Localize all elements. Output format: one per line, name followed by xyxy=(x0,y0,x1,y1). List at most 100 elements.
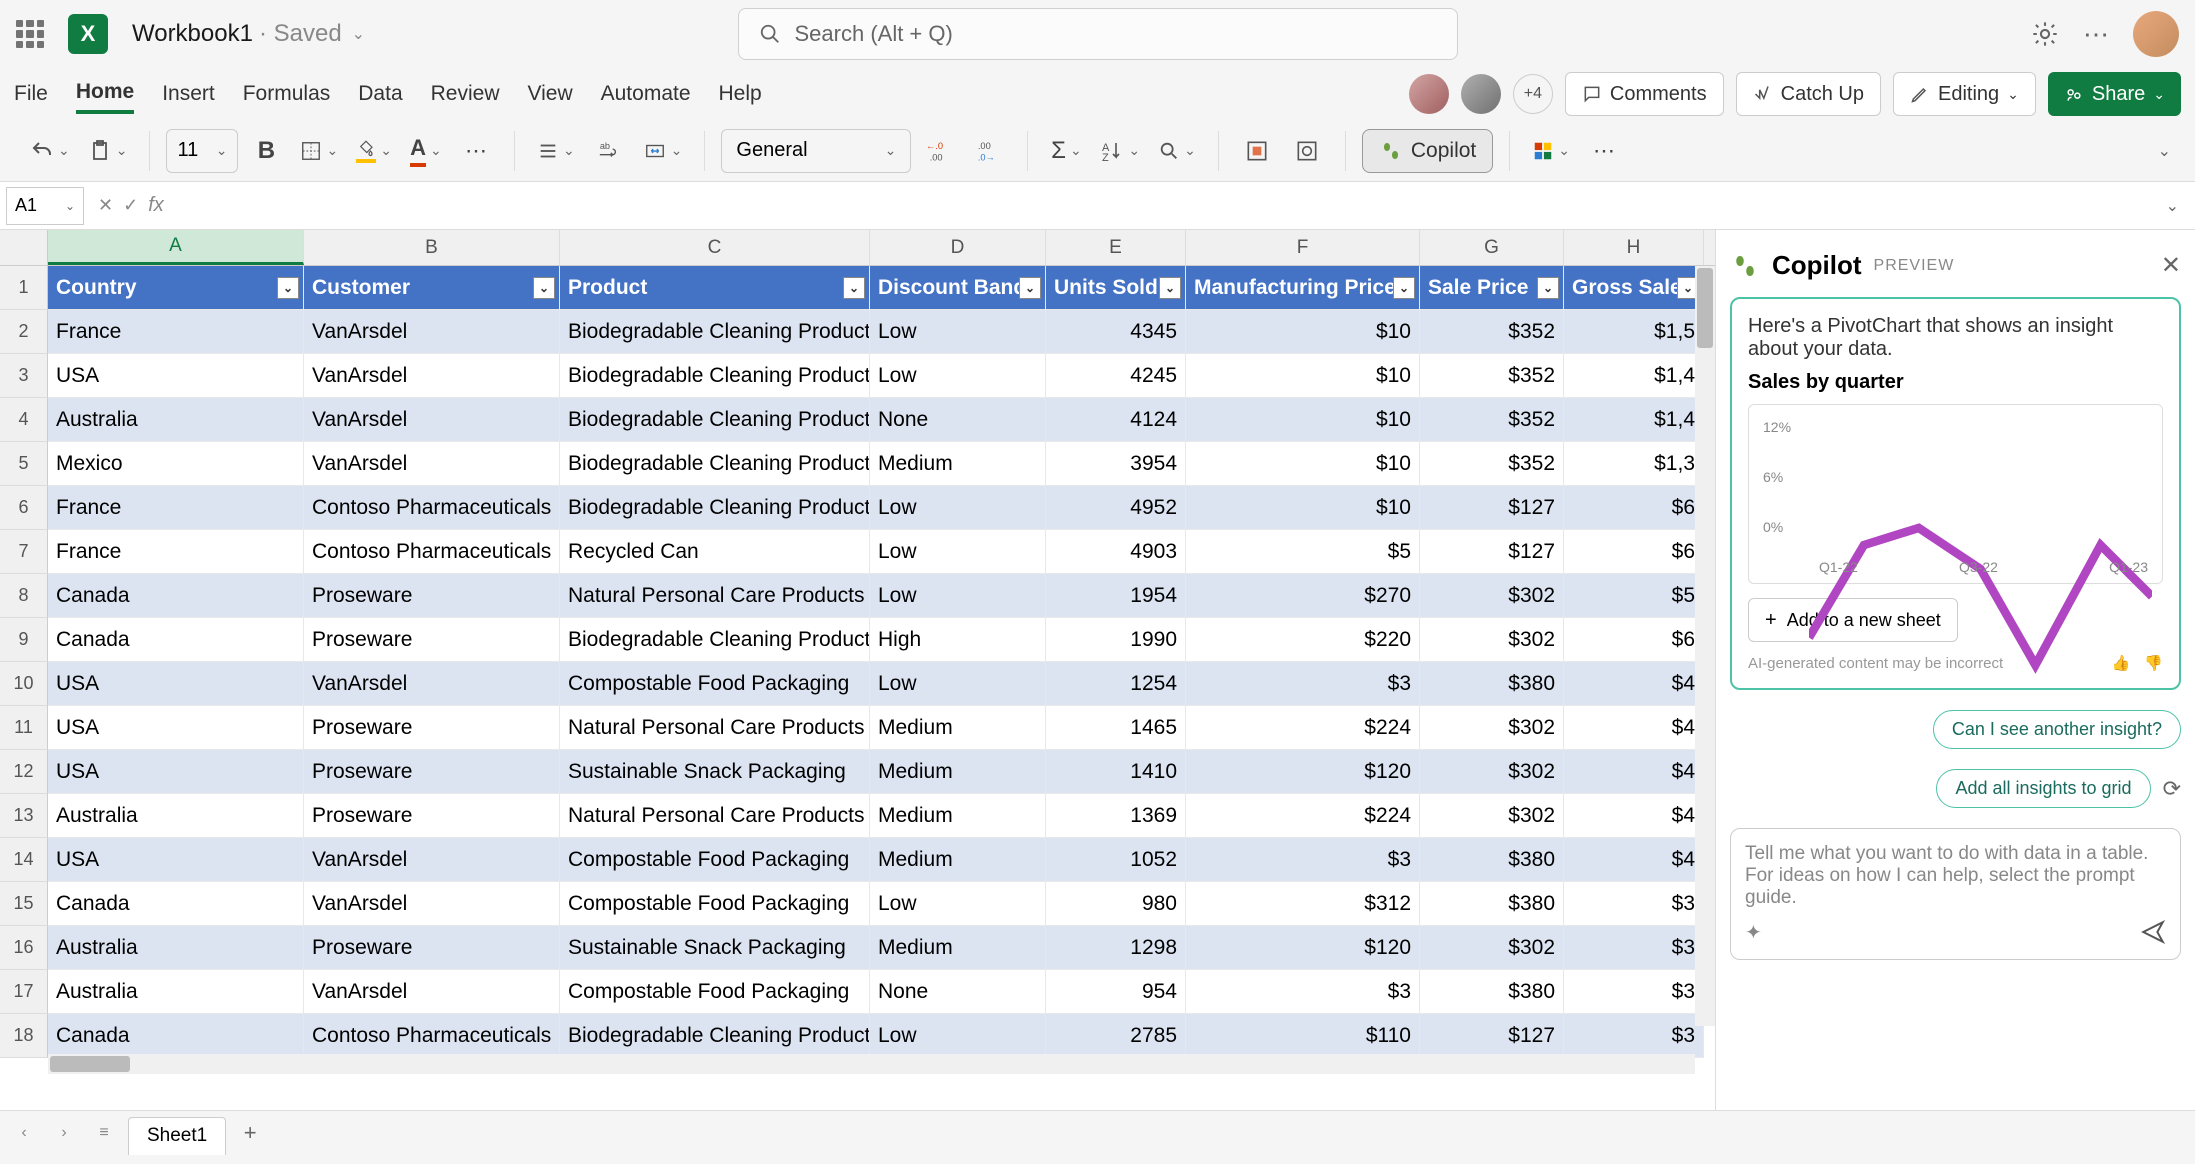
cell[interactable]: Medium xyxy=(870,750,1046,794)
comments-button[interactable]: Comments xyxy=(1565,72,1724,116)
cell[interactable]: Biodegradable Cleaning Products xyxy=(560,486,870,530)
cell[interactable]: Proseware xyxy=(304,926,560,970)
column-header[interactable]: A xyxy=(48,230,304,265)
row-header[interactable]: 8 xyxy=(0,574,48,618)
title-dropdown-icon[interactable]: ⌄ xyxy=(352,24,365,44)
search-input[interactable]: Search (Alt + Q) xyxy=(738,8,1458,60)
cell[interactable]: Contoso Pharmaceuticals xyxy=(304,486,560,530)
editing-button[interactable]: Editing ⌄ xyxy=(1893,72,2036,116)
cell[interactable]: Contoso Pharmaceuticals xyxy=(304,1014,560,1058)
cell[interactable]: VanArsdel xyxy=(304,882,560,926)
cell[interactable]: $380 xyxy=(1420,970,1564,1014)
cell[interactable]: 4124 xyxy=(1046,398,1186,442)
cell[interactable]: 1410 xyxy=(1046,750,1186,794)
cells-button[interactable] xyxy=(1526,129,1576,173)
cell[interactable]: None xyxy=(870,398,1046,442)
user-avatar[interactable] xyxy=(2133,11,2179,57)
cell[interactable]: Low xyxy=(870,530,1046,574)
cell[interactable]: $302 xyxy=(1420,706,1564,750)
cell[interactable]: Biodegradable Cleaning Products xyxy=(560,398,870,442)
row-header[interactable]: 1 xyxy=(0,266,48,310)
cell[interactable]: $352 xyxy=(1420,398,1564,442)
filter-icon[interactable]: ⌄ xyxy=(533,277,555,299)
cell[interactable]: $312 xyxy=(1186,882,1420,926)
cell[interactable]: $4 xyxy=(1564,750,1704,794)
cell[interactable]: $4 xyxy=(1564,662,1704,706)
row-header[interactable]: 9 xyxy=(0,618,48,662)
wraptext-button[interactable]: ab xyxy=(587,129,631,173)
cell[interactable]: Mexico xyxy=(48,442,304,486)
settings-icon[interactable] xyxy=(2031,20,2059,48)
catchup-button[interactable]: Catch Up xyxy=(1736,72,1881,116)
cell[interactable]: $3 xyxy=(1564,1014,1704,1058)
cell[interactable]: Australia xyxy=(48,970,304,1014)
column-header[interactable]: C xyxy=(560,230,870,265)
more-icon[interactable]: ⋯ xyxy=(2083,19,2109,50)
borders-button[interactable] xyxy=(294,129,344,173)
cell[interactable]: 1254 xyxy=(1046,662,1186,706)
cell[interactable]: $110 xyxy=(1186,1014,1420,1058)
cell[interactable]: Proseware xyxy=(304,750,560,794)
send-icon[interactable] xyxy=(2140,919,2166,945)
cell[interactable]: $6 xyxy=(1564,486,1704,530)
cell[interactable]: 2785 xyxy=(1046,1014,1186,1058)
cell[interactable]: VanArsdel xyxy=(304,838,560,882)
cell[interactable]: 4245 xyxy=(1046,354,1186,398)
cell[interactable]: Low xyxy=(870,662,1046,706)
cell[interactable]: USA xyxy=(48,750,304,794)
bold-button[interactable]: B xyxy=(244,129,288,173)
cell[interactable]: Biodegradable Cleaning Products xyxy=(560,442,870,486)
cell[interactable]: Contoso Pharmaceuticals xyxy=(304,530,560,574)
cell[interactable]: $6 xyxy=(1564,618,1704,662)
filter-icon[interactable]: ⌄ xyxy=(1159,277,1181,299)
cell[interactable]: $1,4 xyxy=(1564,398,1704,442)
row-header[interactable]: 7 xyxy=(0,530,48,574)
cell[interactable]: $220 xyxy=(1186,618,1420,662)
cell[interactable]: USA xyxy=(48,706,304,750)
presence-avatar-1[interactable] xyxy=(1409,74,1449,114)
select-all-corner[interactable] xyxy=(0,230,48,265)
more-font-button[interactable]: ⋯ xyxy=(454,129,498,173)
cell[interactable]: Compostable Food Packaging xyxy=(560,838,870,882)
cell[interactable]: Canada xyxy=(48,882,304,926)
tab-insert[interactable]: Insert xyxy=(162,76,215,112)
filter-icon[interactable]: ⌄ xyxy=(277,277,299,299)
addin2-button[interactable] xyxy=(1285,129,1329,173)
cell[interactable]: Compostable Food Packaging xyxy=(560,662,870,706)
presence-more[interactable]: +4 xyxy=(1513,74,1553,114)
sheet-list-icon[interactable]: ≡ xyxy=(88,1117,120,1149)
cell[interactable]: 3954 xyxy=(1046,442,1186,486)
cell[interactable]: VanArsdel xyxy=(304,398,560,442)
name-box[interactable]: A1⌄ xyxy=(6,187,84,225)
presence-avatar-2[interactable] xyxy=(1461,74,1501,114)
cell[interactable]: 954 xyxy=(1046,970,1186,1014)
fillcolor-button[interactable] xyxy=(350,129,398,173)
cell[interactable]: Biodegradable Cleaning Products xyxy=(560,1014,870,1058)
horizontal-scrollbar[interactable] xyxy=(48,1054,1695,1074)
cell[interactable]: $1,4 xyxy=(1564,354,1704,398)
cell[interactable]: $302 xyxy=(1420,926,1564,970)
cell[interactable]: $302 xyxy=(1420,750,1564,794)
cell[interactable]: 1298 xyxy=(1046,926,1186,970)
filter-icon[interactable]: ⌄ xyxy=(843,277,865,299)
sortfilter-button[interactable]: AZ xyxy=(1094,129,1146,173)
filter-icon[interactable]: ⌄ xyxy=(1537,277,1559,299)
cell[interactable]: 980 xyxy=(1046,882,1186,926)
cell[interactable]: $10 xyxy=(1186,354,1420,398)
table-header-cell[interactable]: Country⌄ xyxy=(48,266,304,310)
cell[interactable]: Medium xyxy=(870,926,1046,970)
cell[interactable]: $4 xyxy=(1564,794,1704,838)
cell[interactable]: $224 xyxy=(1186,706,1420,750)
cell[interactable]: $380 xyxy=(1420,882,1564,926)
cell[interactable]: Medium xyxy=(870,706,1046,750)
increase-decimal-button[interactable]: .00.0→ xyxy=(967,129,1011,173)
copilot-ribbon-button[interactable]: Copilot xyxy=(1362,129,1493,173)
cell[interactable]: None xyxy=(870,970,1046,1014)
cell[interactable]: Medium xyxy=(870,794,1046,838)
tab-formulas[interactable]: Formulas xyxy=(243,76,331,112)
cell[interactable]: USA xyxy=(48,354,304,398)
table-header-cell[interactable]: Customer⌄ xyxy=(304,266,560,310)
cell[interactable]: USA xyxy=(48,662,304,706)
cell[interactable]: USA xyxy=(48,838,304,882)
row-header[interactable]: 12 xyxy=(0,750,48,794)
